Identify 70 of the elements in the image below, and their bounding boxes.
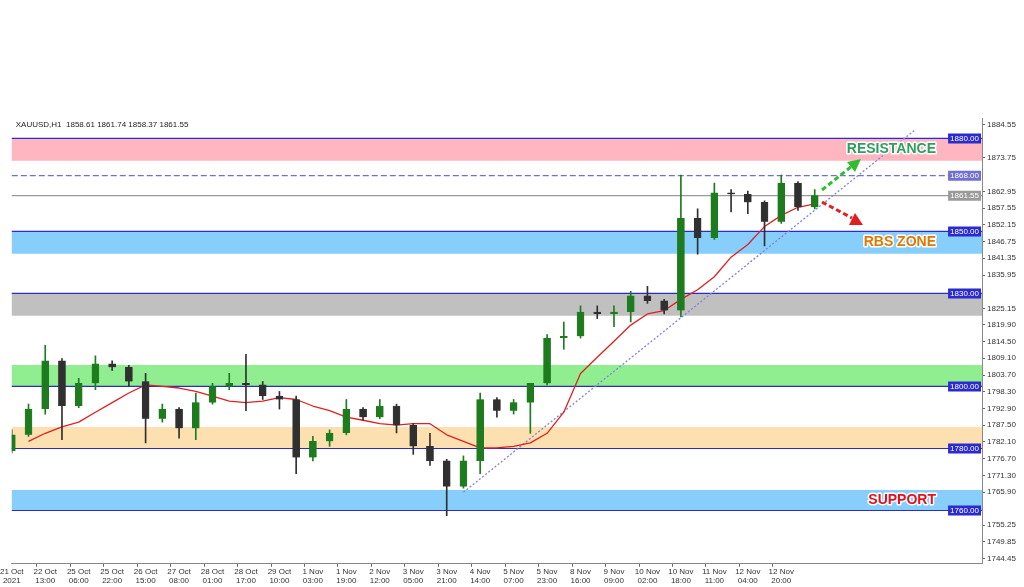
- x-tick-label: 21 Oct 2021: [0, 566, 25, 586]
- x-tick-label: 25 Oct 06:00: [66, 566, 92, 586]
- band-label: SUPPORT: [868, 491, 937, 508]
- x-tick-label: 22 Oct 13:00: [33, 566, 58, 586]
- x-tick-label: 12 Nov 04:00: [735, 566, 761, 586]
- ref-line-label: 1868.00: [950, 170, 980, 180]
- x-tick-label: 10 Nov 18:00: [668, 566, 694, 586]
- y-tick-label: 1798.30: [987, 386, 1017, 396]
- x-tick-label: 5 Nov 23:00: [536, 566, 558, 586]
- x-tick-label: 2 Nov 12:00: [369, 566, 391, 586]
- y-tick-label: 1862.95: [987, 186, 1017, 196]
- candlestick: [677, 174, 685, 318]
- y-tick-label: 1809.10: [987, 353, 1017, 363]
- candlestick: [493, 397, 501, 418]
- ref-line-label: 1880.00: [950, 133, 980, 143]
- candlestick: [559, 321, 568, 350]
- x-tick-label: 10 Nov 02:00: [634, 566, 661, 586]
- x-tick-label: 4 Nov 14:00: [469, 566, 491, 586]
- ref-line-label: 1760.00: [950, 505, 980, 515]
- y-tick-label: 1852.15: [987, 220, 1017, 229]
- x-tick-label: 9 Nov 09:00: [603, 566, 625, 586]
- x-tick-label: 28 Oct 01:00: [200, 566, 226, 586]
- y-tick-label: 1782.10: [987, 437, 1017, 447]
- chart-title: XAUUSD,H1 1858.61 1861.74 1858.37 1861.55: [15, 120, 189, 130]
- x-tick-label: 3 Nov 05:00: [402, 566, 424, 586]
- x-tick-label: 27 Oct 08:00: [167, 566, 192, 586]
- x-tick-label: 1 Nov 03:00: [302, 566, 324, 586]
- x-tick-label: 1 Nov 19:00: [335, 566, 357, 586]
- x-tick-label: 25 Oct 22:00: [100, 566, 125, 586]
- candlestick: [309, 436, 317, 462]
- ref-line-label: 1830.00: [950, 288, 980, 298]
- y-tick-label: 1841.35: [987, 253, 1017, 263]
- x-tick-label: 3 Nov 21:00: [436, 566, 458, 586]
- x-tick-label: 8 Nov 16:00: [570, 566, 592, 586]
- y-tick-label: 1873.75: [987, 153, 1017, 163]
- candlestick: [727, 189, 735, 213]
- x-tick-label: 26 Oct 15:00: [133, 566, 159, 586]
- candlestick: [593, 305, 602, 319]
- ref-line-label: 1800.00: [950, 381, 980, 391]
- candlestick: [426, 432, 434, 466]
- y-tick-label: 1792.90: [987, 403, 1017, 413]
- candlestick: [292, 395, 300, 474]
- band-label: RESISTANCE: [846, 140, 936, 157]
- y-tick-label: 1857.55: [987, 203, 1017, 213]
- y-tick-label: 1771.30: [987, 470, 1017, 480]
- y-tick-label: 1835.95: [987, 270, 1017, 280]
- candlestick: [476, 392, 484, 474]
- ref-line-label: 1861.55: [950, 190, 980, 200]
- y-tick-label: 1825.15: [987, 303, 1017, 313]
- band-label: RBS ZONE: [863, 233, 936, 250]
- ref-line-label: 1780.00: [950, 443, 980, 453]
- y-tick-label: 1744.45: [987, 553, 1017, 563]
- ref-line-label: 1850.00: [950, 226, 980, 236]
- x-tick-label: 29 Oct 10:00: [267, 566, 292, 586]
- y-tick-label: 1776.70: [987, 453, 1017, 463]
- y-tick-label: 1819.90: [987, 319, 1017, 329]
- candlestick: [58, 358, 66, 441]
- x-tick-label: 11 Nov 11:00: [701, 566, 727, 586]
- candlestick: [242, 353, 250, 411]
- y-tick-label: 1749.85: [987, 537, 1017, 547]
- y-tick-label: 1765.90: [987, 487, 1017, 497]
- y-tick-label: 1884.55: [987, 119, 1017, 129]
- x-tick-label: 12 Nov 20:00: [768, 566, 794, 586]
- x-tick-label: 5 Nov 07:00: [503, 566, 525, 586]
- x-tick-label: 28 Oct 17:00: [234, 566, 259, 586]
- y-tick-label: 1846.75: [987, 236, 1017, 246]
- y-tick-label: 1787.50: [987, 420, 1017, 430]
- y-tick-label: 1755.25: [987, 520, 1017, 530]
- y-tick-label: 1803.70: [987, 370, 1017, 380]
- y-tick-label: 1814.50: [987, 336, 1017, 346]
